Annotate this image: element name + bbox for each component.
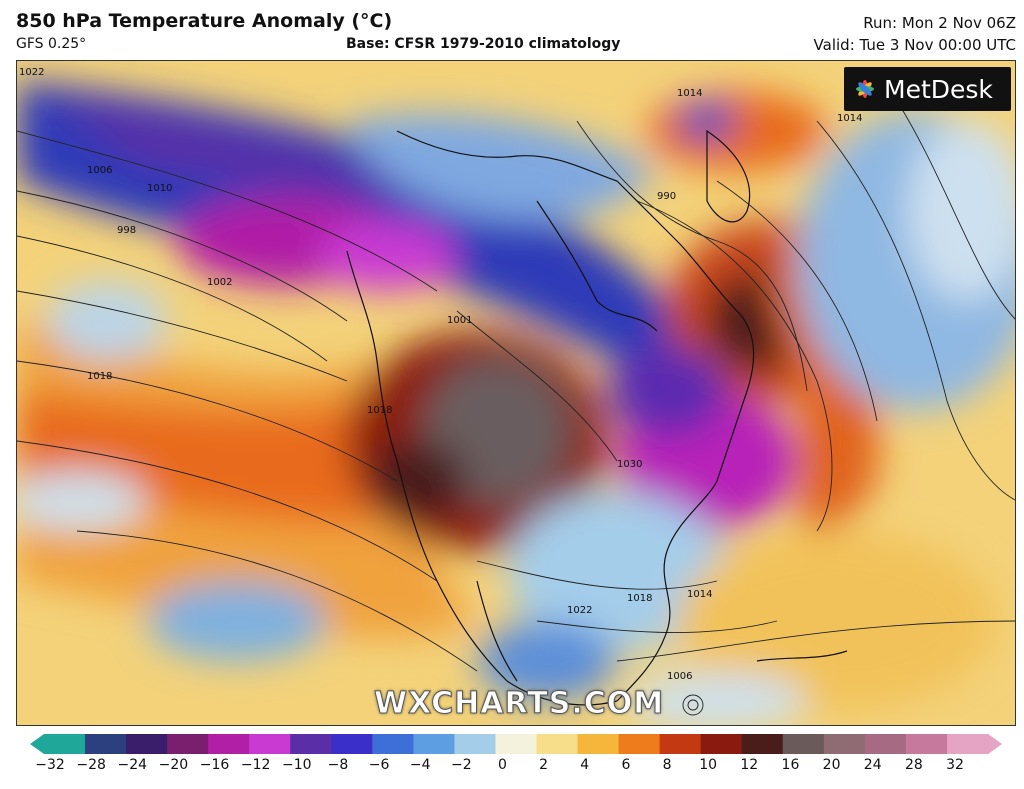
colorbar-tick-label: 2 [539,757,549,773]
colorbar-segment [823,734,866,754]
colorbar-segment [331,734,373,754]
colorbar-segment [372,734,414,754]
colorbar-tick-label: −28 [76,757,106,773]
colorbar-tick-label: −32 [35,757,65,773]
anomaly-map: 1022 1014 1006 1010 998 1002 1018 1014 9… [16,60,1016,726]
colorbar-segment [167,734,209,754]
colorbar-tick-label: −12 [240,757,271,773]
metdesk-logo-text: MetDesk [884,74,993,104]
isobar-label: 1022 [19,67,44,78]
colorbar-tick-label: −4 [409,757,431,773]
chart-title: 850 hPa Temperature Anomaly (°C) [16,10,393,32]
anomaly-map-graphic: 1022 1014 1006 1010 998 1002 1018 1014 9… [17,61,1015,725]
colorbar-max-arrow [988,734,1002,754]
colorbar-tick-label: 8 [662,757,672,773]
colorbar-tick-label: 4 [580,757,590,773]
colorbar-ticks: −32 −28 −24 −20 −16 −12 −10 −8 −6 −4 −2 0 2 4 6 8 10 12 16… [0,757,1024,781]
colorbar-tick-label: −10 [282,757,312,773]
wxcharts-watermark: WXCHARTS.COM [373,686,665,722]
colorbar-segment [44,734,86,754]
colorbar-segment [659,734,702,754]
colorbar-tick-label: 6 [621,757,631,773]
metdesk-logo: MetDesk [844,67,1011,111]
isobar-label: 1002 [207,277,232,288]
colorbar-segment [618,734,661,754]
colorbar-tick-label: 28 [904,757,923,773]
colorbar-tick-label: 0 [498,757,507,773]
isobar-label: 1014 [687,589,712,600]
colorbar-segment [495,734,538,754]
colorbar-tick-label: 32 [946,757,964,773]
colorbar-tick-label: −2 [451,757,472,773]
coastlines [346,129,848,706]
colorbar-tick-label: −6 [368,757,390,773]
colorbar-segment [249,734,291,754]
colorbar-tick-label: −24 [117,757,148,773]
colorbar-segment [454,734,497,754]
isobar-label: 990 [657,191,676,202]
isobar-label: 1006 [87,165,112,176]
run-time-label: Run: Mon 2 Nov 06Z [863,14,1016,32]
colorbar-tick-label: 10 [699,757,718,773]
climatology-base-label: Base: CFSR 1979-2010 climatology [346,36,621,52]
isobar-label: 1030 [617,459,642,470]
colorbar-segment [741,734,784,754]
metdesk-flower-icon [856,80,874,98]
colorbar-tick-label: −8 [327,757,349,773]
colorbar-tick-label: −16 [199,757,230,773]
colorbar-segment [782,734,825,754]
colorbar-tick-label: 12 [740,757,759,773]
colorbar-segment [700,734,743,754]
model-label: GFS 0.25° [16,36,87,52]
anomaly-field [17,81,1015,725]
isobar-label: 1010 [147,183,172,194]
isobar-label: 1018 [87,371,112,382]
isobar-label: 1018 [367,405,392,416]
valid-time-label: Valid: Tue 3 Nov 00:00 UTC [813,36,1016,54]
colorbar-segment [126,734,168,754]
isobar-labels: 1022 1014 1006 1010 998 1002 1018 1014 9… [19,67,862,682]
isobar-label: 1018 [627,593,652,604]
colorbar-segment [413,734,456,754]
colorbar-tick-label: −20 [158,757,189,773]
colorbar-segment [85,734,127,754]
isobar-label: 1022 [567,605,592,616]
isobar-label: 1006 [667,671,692,682]
colorbar [30,734,1002,754]
colorbar-segment [290,734,332,754]
colorbar-segment [536,734,579,754]
colorbar-tick-label: 16 [781,757,800,773]
colorbar-segment [577,734,620,754]
isobar-label: 1014 [837,113,862,124]
colorbar-segment [208,734,250,754]
isobar-label: 1014 [677,88,702,99]
colorbar-segment [905,734,948,754]
colorbar-segment [946,734,989,754]
isobar-label: 1001 [447,315,472,326]
isobars [17,100,1015,716]
colorbar-min-arrow [30,734,44,754]
colorbar-segment [864,734,907,754]
colorbar-tick-label: 20 [822,757,841,773]
isobar-label: 998 [117,225,136,236]
colorbar-tick-label: 24 [863,757,882,773]
